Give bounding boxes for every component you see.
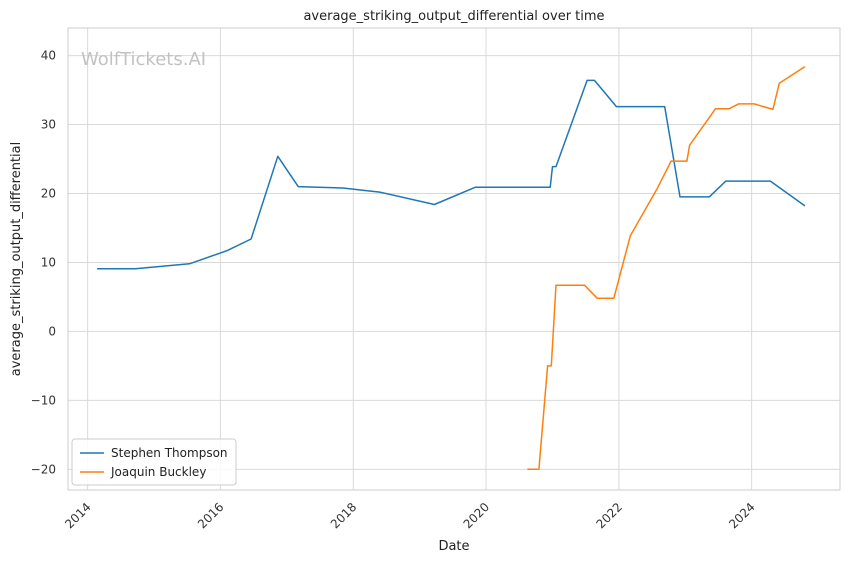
y-tick-label: 0 xyxy=(48,324,56,338)
y-axis-label: average_striking_output_differential xyxy=(9,142,24,376)
legend-label-joaquin-buckley: Joaquin Buckley xyxy=(110,465,206,479)
y-tick-label: 20 xyxy=(41,186,56,200)
y-tick-label: 30 xyxy=(41,118,56,132)
y-tick-label: −10 xyxy=(31,393,56,407)
y-tick-label: −20 xyxy=(31,462,56,476)
legend: Stephen Thompson Joaquin Buckley xyxy=(71,438,237,486)
y-tick-label: 40 xyxy=(41,49,56,63)
grid-lines xyxy=(68,28,840,490)
legend-box xyxy=(71,438,237,486)
y-tick-label: 10 xyxy=(41,255,56,269)
x-axis-label: Date xyxy=(438,539,469,554)
series-layer xyxy=(97,65,806,471)
y-tick-labels: −20 −10 0 10 20 30 40 xyxy=(31,49,56,477)
legend-label-stephen-thompson: Stephen Thompson xyxy=(111,446,228,460)
watermark-text: WolfTickets.AI xyxy=(81,49,206,70)
plot-frame xyxy=(67,27,841,491)
series-line-joaquin-buckley xyxy=(527,65,806,471)
chart-title: average_striking_output_differential ove… xyxy=(303,9,604,24)
series-line-stephen-thompson xyxy=(97,79,806,270)
